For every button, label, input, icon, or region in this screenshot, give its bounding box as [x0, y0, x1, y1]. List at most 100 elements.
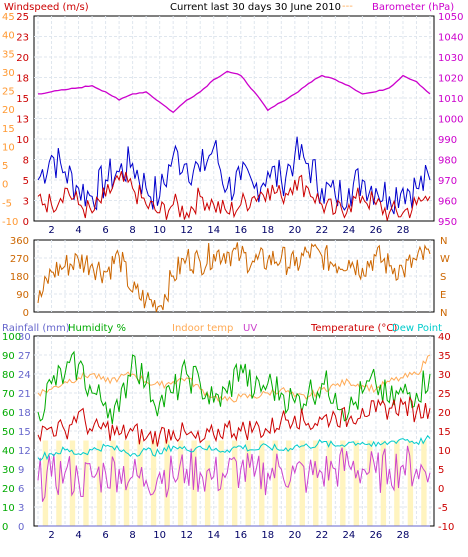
uv-band [394, 440, 400, 526]
compass-tick: E [440, 290, 446, 301]
barometer-tick: 1000 [438, 115, 463, 126]
temperature-tick: -10 [438, 522, 454, 533]
x-tick: 12 [180, 225, 193, 236]
alt-tick: 0 [2, 180, 8, 191]
x-tick: 14 [207, 530, 220, 541]
rain-tick: 30 [18, 332, 31, 343]
direction-tick: 180 [10, 272, 29, 283]
windspeed-series [37, 171, 431, 221]
barometer-tick: 970 [438, 176, 457, 187]
uv-band [42, 440, 49, 526]
x-tick: 18 [261, 225, 274, 236]
windspeed-tick: 18 [16, 74, 29, 85]
alt-tick: 20 [2, 105, 15, 116]
uv-band [110, 440, 116, 526]
temperature-tick: 40 [438, 332, 451, 343]
compass-tick: W [440, 254, 450, 265]
rain-tick: 3 [18, 503, 24, 514]
temperature-tick: 0 [438, 484, 444, 495]
alt-tick: -10 [2, 217, 18, 228]
gust-series [37, 136, 431, 215]
direction-series [37, 242, 431, 313]
x-tick: 20 [288, 225, 301, 236]
humidity-tick: 50 [2, 427, 15, 438]
temperature-tick: 25 [438, 389, 451, 400]
temperature-tick: 5 [438, 465, 444, 476]
uv-band [164, 440, 170, 526]
x-tick: 20 [288, 530, 301, 541]
uv-band [204, 440, 211, 526]
temperature-tick: 20 [438, 408, 451, 419]
uv-band [96, 440, 103, 526]
rain-tick: 15 [18, 427, 31, 438]
x-tick: 26 [370, 225, 383, 236]
rainfall-axis-label: Rainfall (mm) [2, 323, 70, 334]
rain-tick: 12 [18, 446, 31, 457]
barometer-series [38, 70, 431, 114]
rain-tick: 9 [18, 465, 24, 476]
x-tick: 10 [153, 225, 166, 236]
x-tick: 26 [370, 530, 383, 541]
x-tick: 14 [207, 225, 220, 236]
x-tick: 6 [102, 530, 108, 541]
alt-tick: 15 [2, 124, 15, 135]
humidity-tick: 90 [2, 351, 15, 362]
windspeed-tick: 23 [16, 33, 29, 44]
x-tick: 24 [343, 530, 356, 541]
uv-series [37, 445, 431, 502]
uv-band [231, 440, 238, 526]
uv-band [326, 440, 332, 526]
windspeed-tick: 10 [16, 135, 29, 146]
temperature-tick: -5 [438, 503, 448, 514]
compass-tick: N [440, 236, 447, 247]
windspeed-tick: 15 [16, 94, 29, 105]
alt-tick: 25 [2, 87, 15, 98]
x-tick: 12 [180, 530, 193, 541]
windspeed-tick: 13 [16, 115, 29, 126]
uv-band [69, 440, 76, 526]
x-tick: 4 [75, 530, 81, 541]
barometer-tick: 1040 [438, 33, 463, 44]
uv-band [83, 440, 89, 526]
alt-tick: -5 [2, 198, 12, 209]
humidity-tick: 60 [2, 408, 15, 419]
uv-band [367, 440, 373, 526]
x-tick: 8 [129, 225, 135, 236]
uv-band [245, 440, 251, 526]
direction-tick: 360 [10, 236, 29, 247]
barometer-tick: 1010 [438, 94, 463, 105]
x-tick: 10 [153, 530, 166, 541]
windspeed-tick: 8 [23, 156, 29, 167]
x-tick: 4 [75, 225, 81, 236]
humidity-tick: 100 [2, 332, 21, 343]
x-tick: 2 [48, 225, 54, 236]
rain-tick: 0 [18, 522, 24, 533]
barometer-tick: 990 [438, 135, 457, 146]
barometer-tick: 1050 [438, 12, 463, 23]
chart-title: Current last 30 days 30 June 2010 [170, 2, 341, 13]
rain-tick: 18 [18, 408, 31, 419]
temperature-tick: 15 [438, 427, 451, 438]
barometer-tick: 1020 [438, 74, 463, 85]
windspeed-tick: 5 [23, 176, 29, 187]
uv-band [137, 440, 143, 526]
uv-band [123, 440, 130, 526]
barometer-tick: 950 [438, 217, 457, 228]
barometer-tick: 1030 [438, 53, 463, 64]
uv-band [353, 440, 360, 526]
humidity-tick: 80 [2, 370, 15, 381]
uv-band [407, 440, 414, 526]
alt-tick: 40 [2, 31, 15, 42]
indoor-temp-legend: Indoor temp [172, 323, 233, 334]
uv-legend: UV [243, 323, 257, 334]
alt-tick: 35 [2, 49, 15, 60]
dewpoint-legend: Dew Point [392, 323, 442, 334]
humidity-tick: 10 [2, 503, 15, 514]
windspeed-tick: 20 [16, 53, 29, 64]
x-tick: 2 [48, 530, 54, 541]
humidity-tick: 40 [2, 446, 15, 457]
temperature-tick: 10 [438, 446, 451, 457]
alt-tick: 5 [2, 161, 8, 172]
x-tick: 24 [343, 225, 356, 236]
